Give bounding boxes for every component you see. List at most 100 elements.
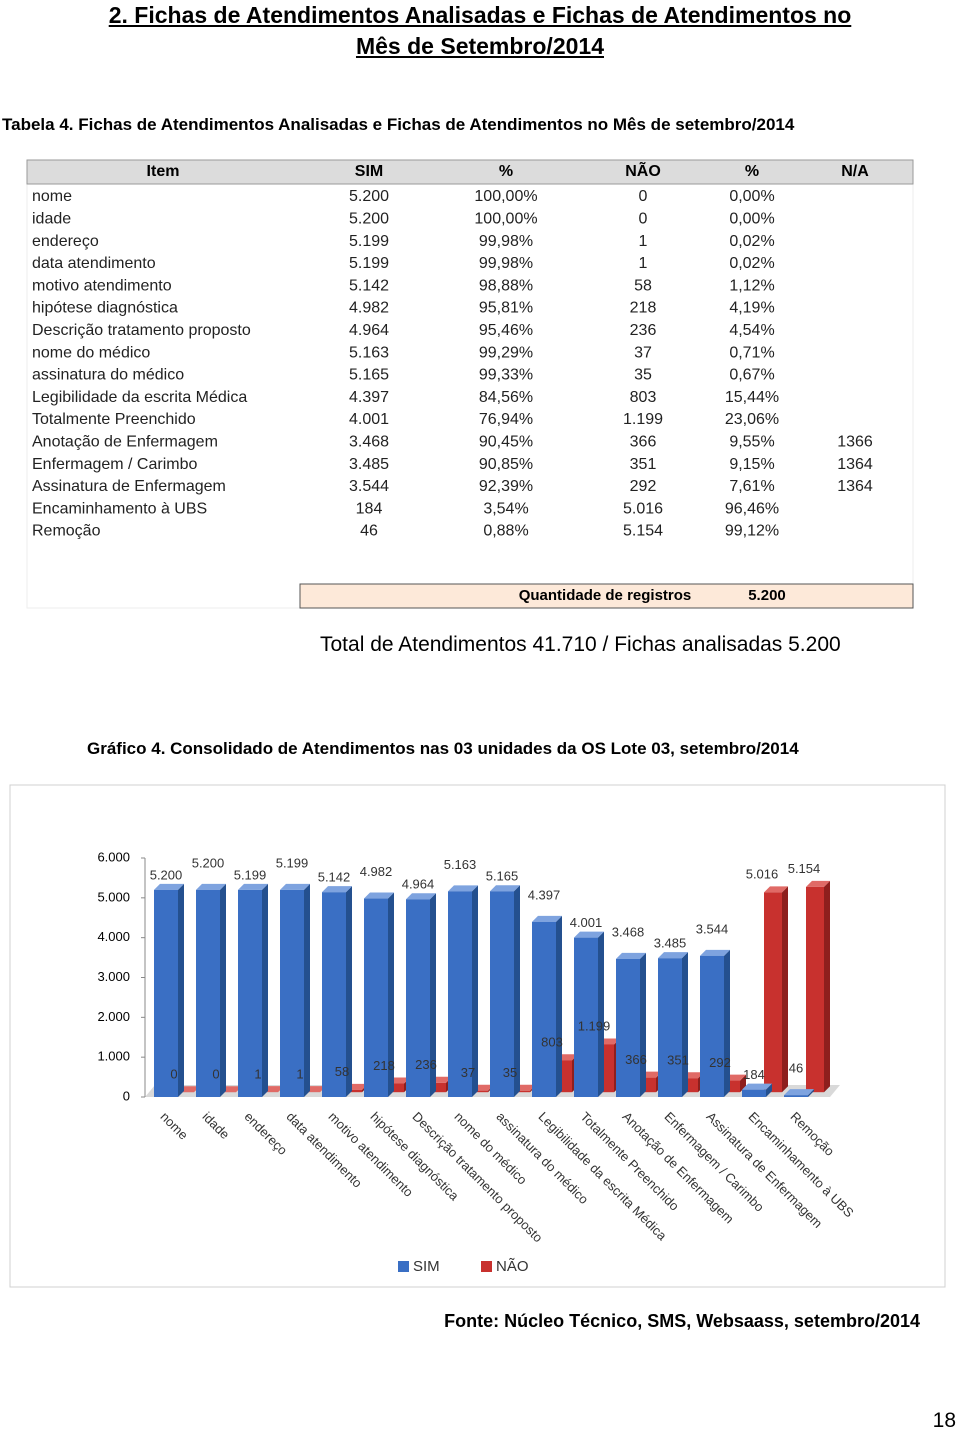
page-number: 18: [932, 1409, 956, 1432]
value-label: 5.142: [318, 870, 351, 885]
bar: [658, 958, 682, 1097]
cell: 100,00%: [474, 211, 537, 228]
bar-side: [346, 886, 352, 1097]
cell: 90,45%: [479, 434, 533, 451]
bar-side: [824, 880, 830, 1093]
bar: [764, 892, 782, 1093]
bar-top: [574, 931, 604, 938]
value-label: 58: [335, 1064, 349, 1079]
cell: 4,54%: [729, 322, 774, 339]
cell: 3.468: [349, 434, 389, 451]
cell: 803: [630, 389, 657, 406]
value-label: 236: [415, 1057, 437, 1072]
bar-top: [658, 952, 688, 959]
column-header: NÃO: [625, 160, 661, 180]
bar: [742, 1089, 766, 1097]
cell: 0,67%: [729, 367, 774, 384]
bar-side: [740, 1074, 746, 1093]
chart-caption: Gráfico 4. Consolidado de Atendimentos n…: [87, 739, 799, 758]
column-header: Item: [147, 163, 180, 180]
cell: 1: [639, 233, 648, 250]
bar-top: [406, 893, 436, 900]
legend-swatch: [398, 1261, 409, 1272]
y-tick-label: 6.000: [97, 849, 130, 864]
bar: [512, 1090, 530, 1093]
cell: 99,33%: [479, 367, 533, 384]
value-label: 4.982: [360, 864, 393, 879]
bar-side: [766, 1083, 772, 1097]
y-tick-label: 5.000: [97, 889, 130, 904]
source: Fonte: Núcleo Técnico, SMS, Websaass, se…: [444, 1311, 920, 1331]
cell: 5.165: [349, 367, 389, 384]
bar: [470, 1090, 488, 1093]
cell: 4,19%: [729, 300, 774, 317]
bar-side: [682, 952, 688, 1097]
bar-side: [808, 1089, 814, 1097]
cell: 90,85%: [479, 456, 533, 473]
value-label: 5.016: [746, 867, 779, 882]
value-label: 3.485: [654, 936, 687, 951]
cell: 218: [630, 300, 657, 317]
bar-top: [700, 949, 730, 956]
cell: 184: [356, 500, 383, 517]
bar: [616, 958, 640, 1097]
bar-top: [490, 885, 520, 892]
heading: Mês de Setembro/2014: [355, 33, 604, 59]
cell: 15,44%: [725, 389, 779, 406]
cell: 5.142: [349, 277, 389, 294]
cell: 3.485: [349, 456, 389, 473]
bar: [344, 1089, 362, 1093]
cell: 1364: [837, 478, 873, 495]
cell: 1: [639, 255, 648, 272]
row-label: Remoção: [32, 523, 101, 540]
value-label: 5.165: [486, 869, 519, 884]
table-caption: Tabela 4. Fichas de Atendimentos Analisa…: [2, 115, 795, 134]
cell: 7,61%: [729, 478, 774, 495]
y-tick-label: 1.000: [97, 1049, 130, 1064]
bar-side: [304, 883, 310, 1097]
total-label: Quantidade de registros: [519, 587, 692, 604]
value-label: 366: [625, 1052, 647, 1067]
cell: 99,98%: [479, 255, 533, 272]
cell: 4.982: [349, 300, 389, 317]
bar-top: [616, 952, 646, 959]
bar: [532, 921, 556, 1097]
cell: 0,88%: [483, 523, 528, 540]
value-label: 292: [709, 1055, 731, 1070]
cell: 99,29%: [479, 344, 533, 361]
row-label: nome do médico: [32, 344, 150, 361]
cell: 5.163: [349, 344, 389, 361]
total-box: [299, 583, 914, 609]
cell: 1366: [837, 434, 873, 451]
cell: 46: [360, 523, 378, 540]
bar: [238, 889, 262, 1097]
value-label: 1: [254, 1066, 261, 1081]
value-label: 35: [503, 1065, 517, 1080]
bar-side: [262, 883, 268, 1097]
column-header: SIM: [355, 163, 383, 180]
value-label: 5.199: [276, 855, 309, 870]
y-tick-label: 0: [123, 1088, 130, 1103]
value-label: 3.468: [612, 924, 645, 939]
value-label: 3.544: [696, 921, 729, 936]
row-label: Totalmente Preenchido: [32, 411, 196, 428]
row-label: Legibilidade da escrita Médica: [32, 389, 247, 406]
cell: 98,88%: [479, 277, 533, 294]
cell: 5.154: [623, 523, 663, 540]
column-header: %: [499, 163, 513, 180]
bar-top: [196, 883, 226, 890]
bar-side: [220, 883, 226, 1097]
bar: [448, 891, 472, 1097]
row-label: Encaminhamento à UBS: [32, 500, 207, 517]
bar: [784, 1095, 808, 1097]
value-label: 4.001: [570, 915, 603, 930]
bar-top: [322, 886, 352, 893]
cell: 3.544: [349, 478, 389, 495]
y-tick-label: 4.000: [97, 929, 130, 944]
value-label: 5.200: [150, 867, 183, 882]
bar: [386, 1083, 404, 1093]
table-bg: [26, 159, 914, 609]
bar-top: [532, 915, 562, 922]
